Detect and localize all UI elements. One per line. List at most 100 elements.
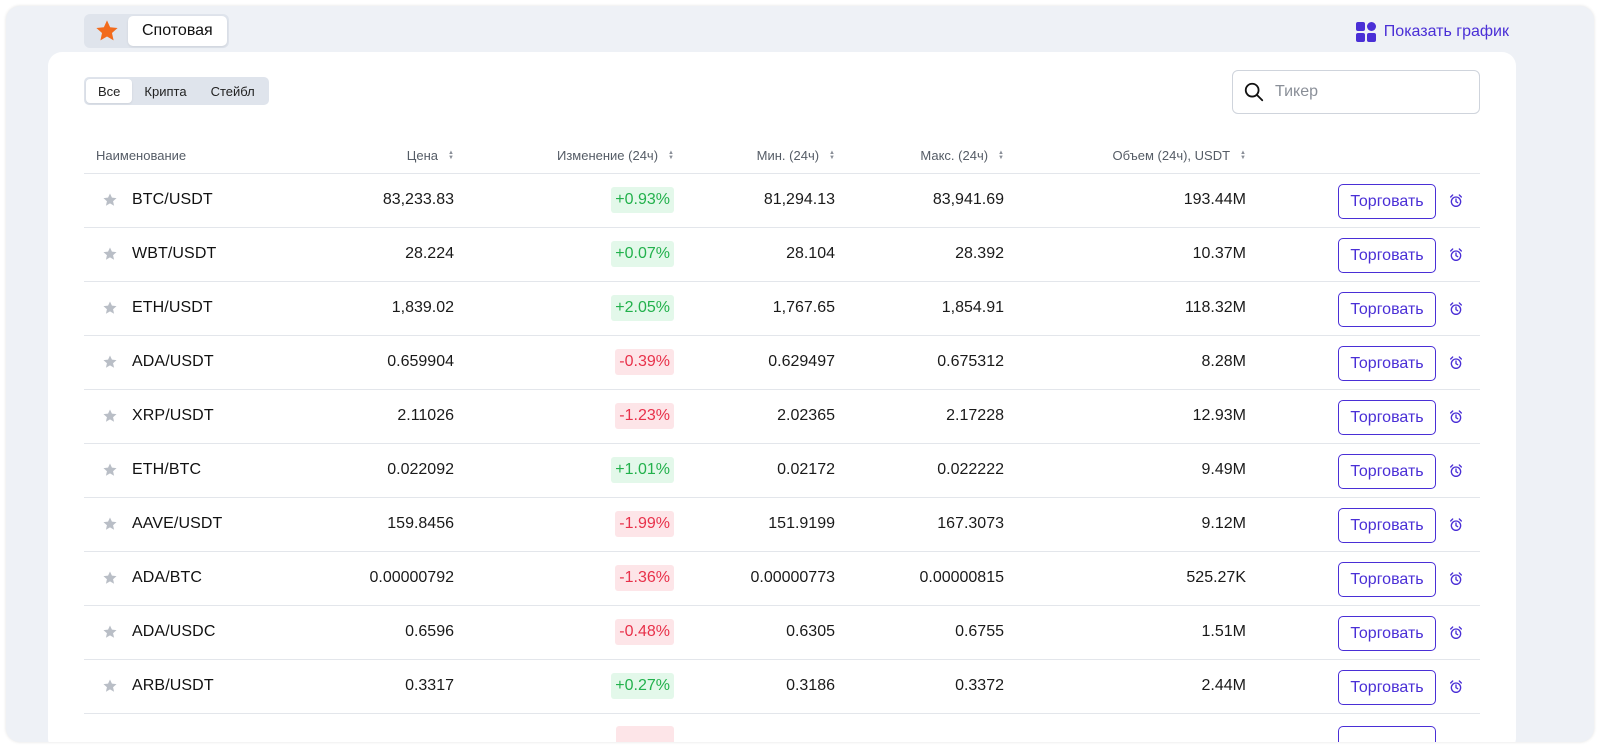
favorite-star-icon[interactable] <box>102 462 118 478</box>
favorite-star-icon[interactable] <box>102 192 118 208</box>
pair-name[interactable]: ARB/USDT <box>132 677 214 694</box>
volume-value: 525.27K <box>1186 569 1246 586</box>
favorite-star-icon[interactable] <box>102 300 118 316</box>
market-type-switcher: Спотовая <box>84 14 229 48</box>
price-value: 1,839.02 <box>391 299 454 316</box>
favorite-star-icon[interactable] <box>102 624 118 640</box>
column-change[interactable]: Изменение (24ч) ▲ ▼ <box>556 148 674 163</box>
price-value: 0.00000792 <box>369 569 454 586</box>
filter-stable[interactable]: Стейбл <box>210 83 255 99</box>
sort-icon: ▲ ▼ <box>668 149 674 161</box>
tab-spot[interactable]: Спотовая <box>128 16 227 46</box>
alarm-icon[interactable] <box>1448 463 1464 479</box>
favorite-star-icon[interactable] <box>102 408 118 424</box>
category-filters: Все Крипта Стейбл <box>84 77 269 105</box>
change-badge <box>616 726 674 742</box>
sort-icon: ▲ ▼ <box>829 149 835 161</box>
column-volume[interactable]: Объем (24ч), USDT ▲ ▼ <box>1112 148 1247 163</box>
alarm-icon[interactable] <box>1448 409 1464 425</box>
min-value: 0.3186 <box>786 677 835 694</box>
pair-name[interactable]: ADA/USDT <box>132 353 214 370</box>
price-value: 0.022092 <box>387 461 454 478</box>
volume-value: 1.51M <box>1201 623 1246 640</box>
alarm-icon[interactable] <box>1448 193 1464 209</box>
trade-button[interactable]: Торговать <box>1338 184 1436 219</box>
alarm-icon[interactable] <box>1448 517 1464 533</box>
column-min[interactable]: Мин. (24ч) ▲ ▼ <box>756 148 835 163</box>
table-row[interactable]: ADA/BTC 0.00000792 -1.36% 0.00000773 0.00000… <box>84 552 1480 606</box>
search-icon <box>1244 82 1264 102</box>
filter-all[interactable]: Все <box>86 79 133 103</box>
pair-name[interactable]: AAVE/USDT <box>132 515 223 532</box>
volume-value: 2.44M <box>1201 677 1246 694</box>
max-value: 1,854.91 <box>941 299 1004 316</box>
min-value: 0.6305 <box>786 623 835 640</box>
favorite-star-icon[interactable] <box>102 516 118 532</box>
trade-button[interactable]: Торговать <box>1338 346 1436 381</box>
star-icon <box>96 20 118 41</box>
sort-icon: ▲ ▼ <box>448 149 454 161</box>
favorite-star-icon[interactable] <box>102 570 118 586</box>
trade-button[interactable]: Торговать <box>1338 238 1436 273</box>
search-input[interactable] <box>1275 83 1465 101</box>
pair-name[interactable]: BTC/USDT <box>132 191 213 208</box>
min-value: 0.629497 <box>768 353 835 370</box>
pair-name[interactable]: ADA/BTC <box>132 569 203 586</box>
trade-button[interactable]: Торговать <box>1338 562 1436 597</box>
search-box[interactable] <box>1232 70 1480 114</box>
alarm-icon[interactable] <box>1448 679 1464 695</box>
pair-name[interactable]: ADA/USDC <box>132 623 216 640</box>
trade-button[interactable]: Торговать <box>1338 400 1436 435</box>
alarm-icon[interactable] <box>1448 301 1464 317</box>
app-frame: Спотовая Показать график Все Крипта Стейбл… <box>6 6 1594 742</box>
change-badge: -1.36% <box>615 565 674 591</box>
change-badge: +2.05% <box>611 295 674 321</box>
table-row[interactable]: ARB/USDT 0.3317 +0.27% 0.3186 0.3372 2.44M Тор… <box>84 660 1480 714</box>
trade-button[interactable]: Торговать <box>1338 292 1436 327</box>
min-value: 1,767.65 <box>772 299 835 316</box>
volume-value: 12.93M <box>1192 407 1246 424</box>
filter-crypto[interactable]: Крипта <box>144 83 187 99</box>
table-row[interactable]: ADA/USDT 0.659904 -0.39% 0.629497 0.675312 8.… <box>84 336 1480 390</box>
table-row[interactable]: ETH/USDT 1,839.02 +2.05% 1,767.65 1,854.91 11… <box>84 282 1480 336</box>
table-row[interactable]: WBT/USDT 28.224 +0.07% 28.104 28.392 10.37M То… <box>84 228 1480 282</box>
favorite-star-icon[interactable] <box>102 354 118 370</box>
pair-name[interactable]: ETH/USDT <box>132 299 213 316</box>
favorite-star-icon[interactable] <box>102 678 118 694</box>
trade-button[interactable]: Торговать <box>1338 670 1436 705</box>
price-value: 2.11026 <box>397 407 454 424</box>
favorite-star-icon[interactable] <box>102 246 118 262</box>
pair-name[interactable]: ETH/BTC <box>132 461 202 478</box>
pair-name[interactable]: XRP/USDT <box>132 407 214 424</box>
column-max[interactable]: Макс. (24ч) ▲ ▼ <box>920 148 1004 163</box>
alarm-icon[interactable] <box>1448 571 1464 587</box>
trade-button[interactable]: Торговать <box>1338 508 1436 543</box>
column-price[interactable]: Цена ▲ ▼ <box>406 148 454 163</box>
max-value: 0.675312 <box>937 353 1004 370</box>
price-value: 83,233.83 <box>382 191 454 208</box>
change-badge: -1.23% <box>615 403 674 429</box>
price-value: 0.3317 <box>405 677 454 694</box>
alarm-icon[interactable] <box>1448 355 1464 371</box>
table-row[interactable]: ADA/USDC 0.6596 -0.48% 0.6305 0.6755 1.51M Тор… <box>84 606 1480 660</box>
column-name[interactable]: Наименование <box>96 148 187 163</box>
alarm-icon[interactable] <box>1448 625 1464 641</box>
trade-button[interactable]: Торговать <box>1338 616 1436 651</box>
volume-value: 9.49M <box>1201 461 1246 478</box>
table-row[interactable]: ETH/BTC 0.022092 +1.01% 0.02172 0.022222 9.49… <box>84 444 1480 498</box>
max-value: 167.3073 <box>937 515 1004 532</box>
price-value: 28.224 <box>405 245 454 262</box>
trade-button[interactable]: Торговать <box>1338 454 1436 489</box>
pair-name[interactable]: WBT/USDT <box>132 245 217 262</box>
table-row[interactable]: AAVE/USDT 159.8456 -1.99% 151.9199 167.3073 9… <box>84 498 1480 552</box>
table-row[interactable]: BTC/USDT 83,233.83 +0.93% 81,294.13 83,941.6… <box>84 174 1480 228</box>
table-row-partial <box>84 716 1480 742</box>
table-row[interactable]: XRP/USDT 2.11026 -1.23% 2.02365 2.17228 12.93… <box>84 390 1480 444</box>
trade-button[interactable] <box>1338 726 1436 742</box>
show-chart-button[interactable]: Показать график <box>1355 22 1509 42</box>
min-value: 81,294.13 <box>763 191 835 208</box>
favorites-tab[interactable] <box>86 16 128 46</box>
alarm-icon[interactable] <box>1448 247 1464 263</box>
grid-icon <box>1355 22 1376 42</box>
min-value: 151.9199 <box>768 515 835 532</box>
